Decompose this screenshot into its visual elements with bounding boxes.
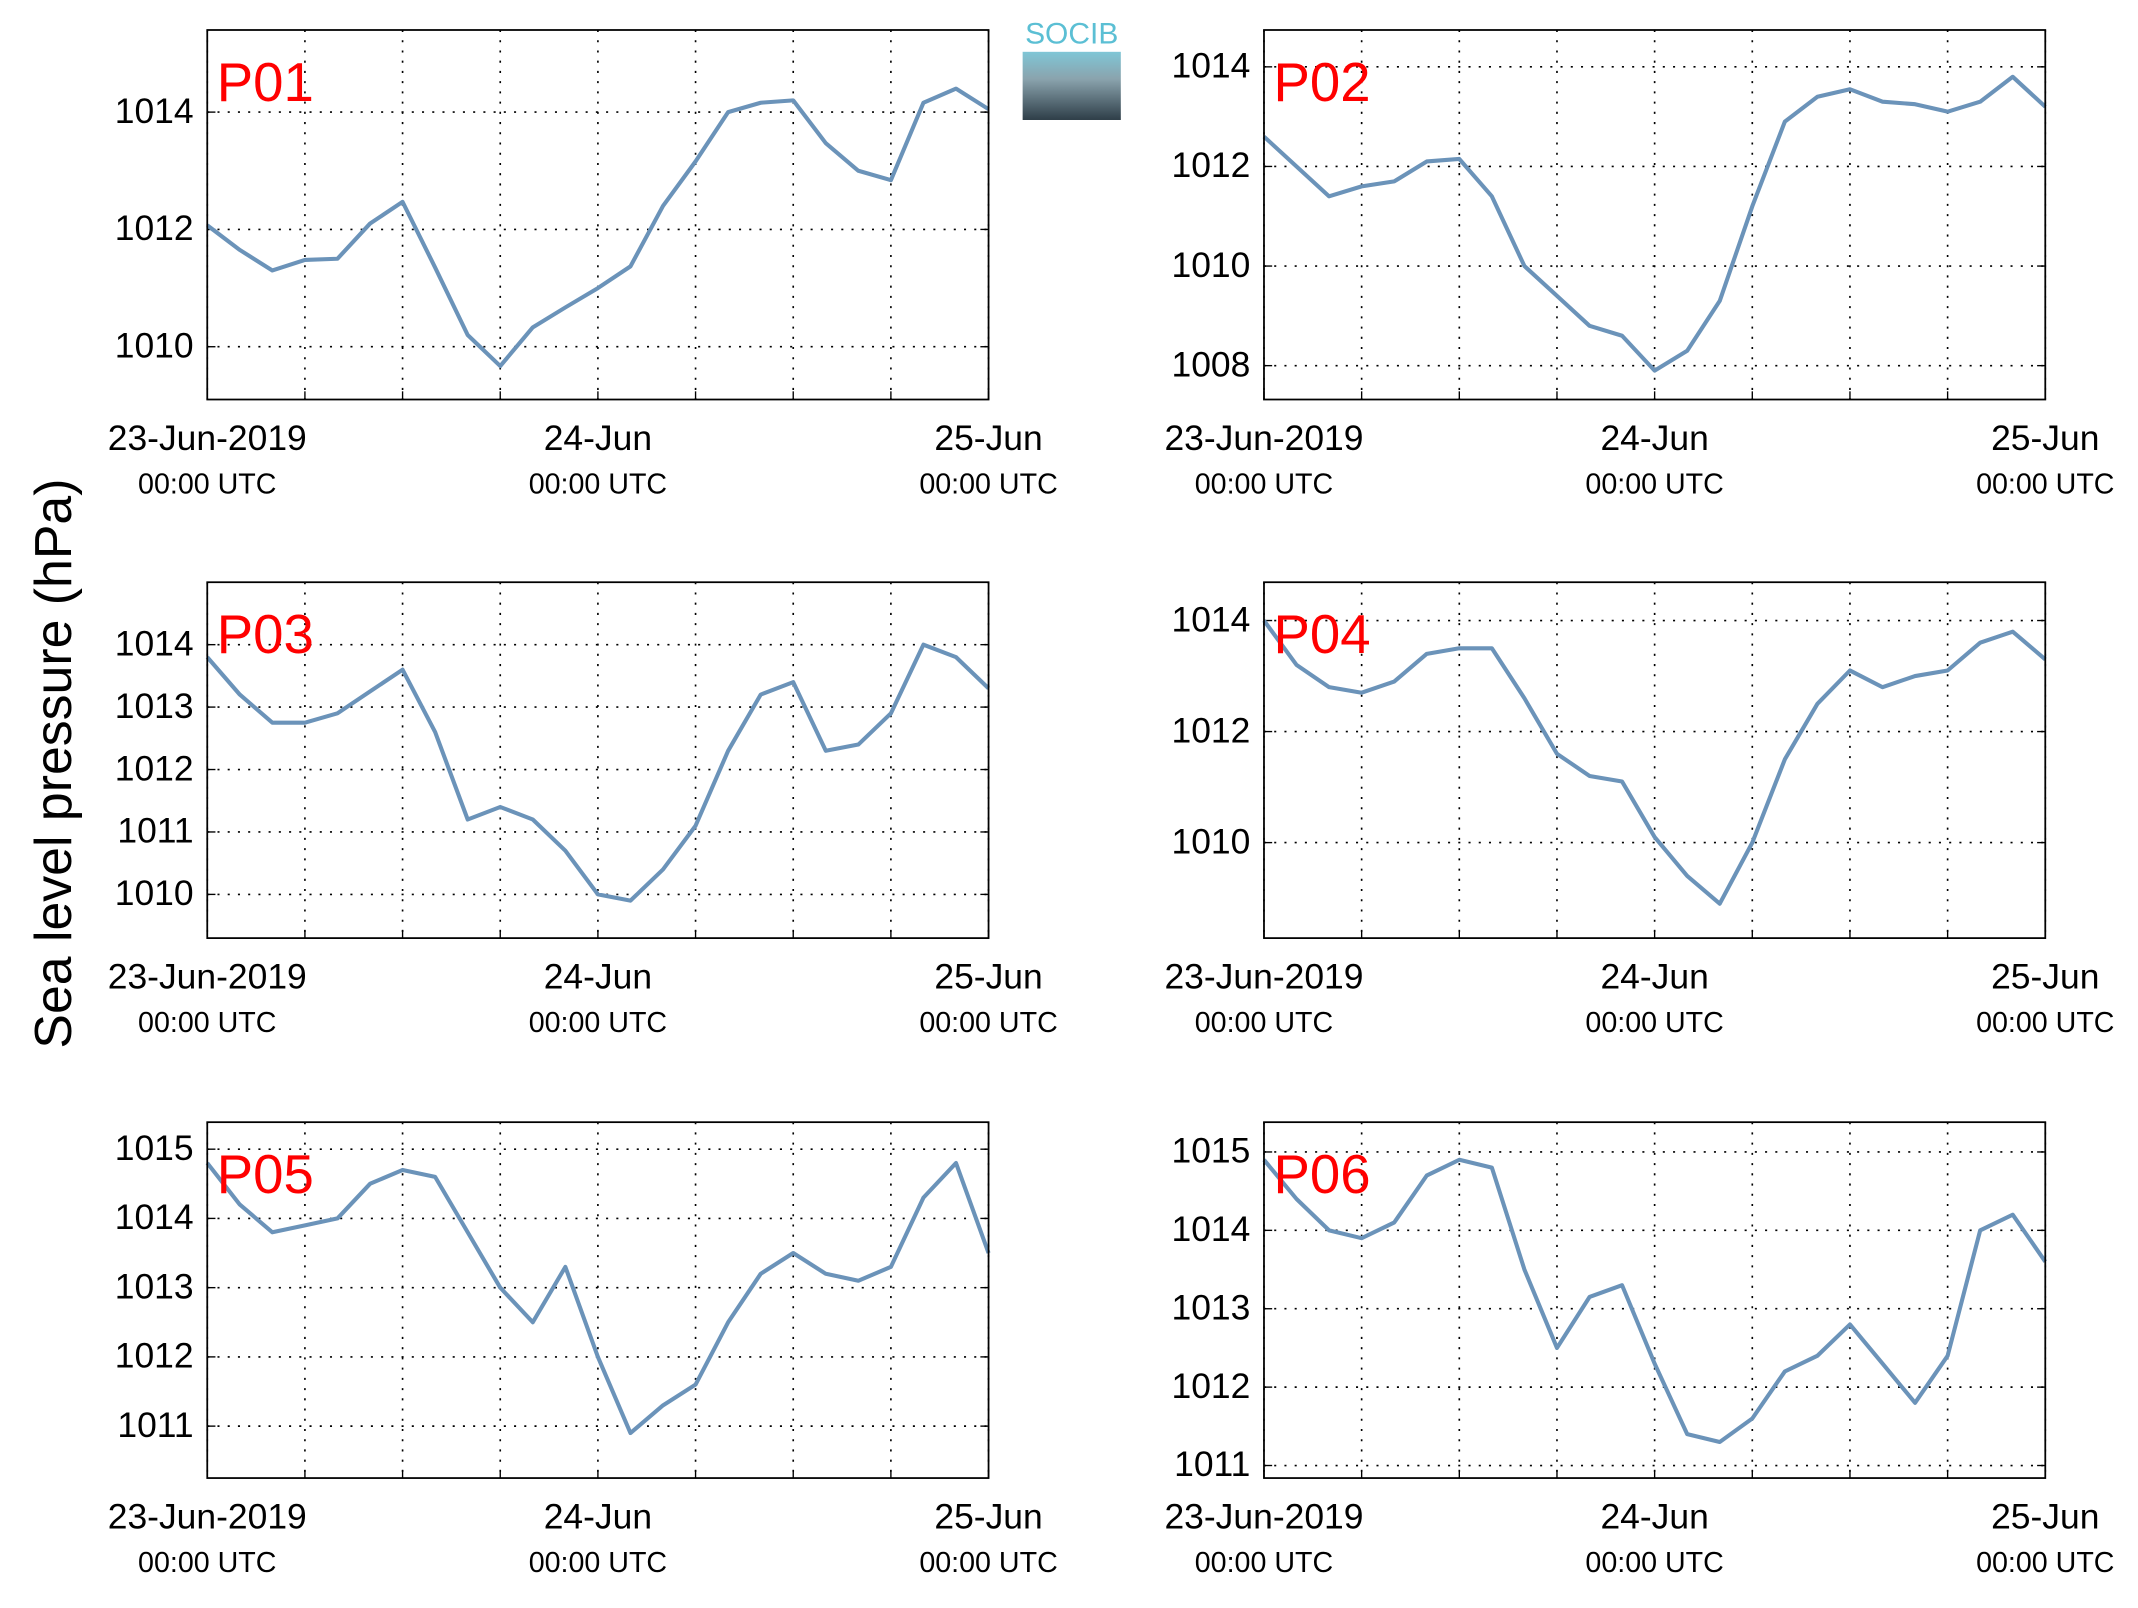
plot-frame: [206, 581, 990, 939]
x-tick-label: 25-Jun: [934, 957, 1042, 997]
y-tick-label: 1012: [1172, 710, 1251, 750]
x-tick-label: 24-Jun: [1600, 418, 1708, 458]
x-tick-label: 23-Jun-2019: [1164, 1497, 1363, 1537]
logo-box: [1022, 51, 1121, 120]
x-tick-label: 00:00 UTC: [1585, 1547, 1723, 1579]
data-line: [1262, 74, 2047, 373]
y-tick-label: 1008: [1172, 344, 1251, 384]
plot-frame: [1263, 1121, 2047, 1479]
x-tick-label: 00:00 UTC: [1195, 1547, 1333, 1579]
x-tick-label: 00:00 UTC: [919, 1547, 1057, 1579]
panel: 1008 1010 1012 1014 23-Jun-2019 00:00 UTC 24-J…: [1164, 29, 2114, 501]
panel-title: P05: [217, 1144, 314, 1205]
y-tick-label: 1010: [115, 325, 194, 365]
x-tick-label: 00:00 UTC: [1195, 1007, 1333, 1039]
panel: 1010 1011 1012 1013 1014 23-Jun-2019 00:00 UTC…: [108, 581, 1058, 1039]
data-line: [1262, 619, 2047, 906]
plot-frame: [1263, 581, 2047, 939]
panel-title: P04: [1274, 604, 1371, 665]
x-tick-label: 24-Jun: [544, 957, 652, 997]
y-tick-label: 1014: [1172, 1209, 1251, 1249]
y-tick-label: 1013: [115, 1266, 194, 1306]
y-tick-label: 1014: [115, 91, 194, 131]
y-tick-label: 1012: [1172, 145, 1251, 185]
x-tick-label: 00:00 UTC: [529, 1547, 667, 1579]
data-line: [1262, 1157, 2047, 1445]
panel-title: P01: [217, 52, 314, 113]
y-tick-label: 1013: [1172, 1287, 1251, 1327]
data-line: [206, 86, 990, 369]
panel: 1010 1012 1014 23-Jun-2019 00:00 UTC 24-Jun 00…: [1164, 581, 2114, 1039]
x-tick-label: 00:00 UTC: [138, 469, 276, 501]
x-tick-label: 00:00 UTC: [1585, 1007, 1723, 1039]
plot-frame: [206, 1121, 990, 1479]
y-tick-label: 1013: [115, 686, 194, 726]
x-tick-label: 00:00 UTC: [1976, 1547, 2114, 1579]
y-tick-label: 1010: [115, 873, 194, 913]
x-tick-label: 00:00 UTC: [529, 469, 667, 501]
panel-title: P02: [1274, 52, 1371, 113]
y-tick-label: 1014: [115, 1197, 194, 1237]
y-tick-label: 1014: [1172, 599, 1251, 639]
x-tick-label: 00:00 UTC: [919, 1007, 1057, 1039]
y-tick-label: 1010: [1172, 821, 1251, 861]
y-tick-label: 1012: [115, 748, 194, 788]
panel: 1011 1012 1013 1014 1015 23-Jun-2019 00:00 UTC…: [108, 1121, 1058, 1579]
y-tick-label: 1012: [115, 1336, 194, 1376]
x-tick-label: 24-Jun: [1600, 1497, 1708, 1537]
plot-frame: [206, 29, 990, 401]
logo: SOCIB: [1022, 18, 1121, 120]
data-line: [205, 642, 990, 903]
plot-area: [207, 582, 989, 939]
y-tick-label: 1012: [1172, 1366, 1251, 1406]
y-tick-label: 1012: [115, 208, 194, 248]
y-tick-label: 1011: [117, 811, 193, 851]
y-tick-label: 1014: [1172, 46, 1251, 86]
x-tick-label: 00:00 UTC: [1976, 1007, 2114, 1039]
panel-title: P06: [1274, 1144, 1371, 1205]
panel-title: P03: [217, 604, 314, 665]
panel: 1011 1012 1013 1014 1015 23-Jun-2019 00:00 UTC…: [1164, 1121, 2114, 1579]
plot-frame: [1263, 29, 2047, 401]
x-tick-label: 00:00 UTC: [1585, 469, 1723, 501]
x-tick-label: 00:00 UTC: [138, 1547, 276, 1579]
x-tick-label: 23-Jun-2019: [108, 1497, 307, 1537]
x-tick-label: 25-Jun: [934, 1497, 1042, 1537]
x-tick-label: 25-Jun: [1991, 1497, 2099, 1537]
logo-text: SOCIB: [1025, 18, 1118, 51]
x-tick-label: 25-Jun: [1991, 957, 2099, 997]
y-tick-label: 1014: [115, 623, 194, 663]
x-tick-label: 00:00 UTC: [919, 469, 1057, 501]
y-tick-label: 1010: [1172, 245, 1251, 285]
x-tick-label: 23-Jun-2019: [108, 957, 307, 997]
x-tick-label: 24-Jun: [544, 1497, 652, 1537]
x-tick-label: 00:00 UTC: [1976, 469, 2114, 501]
x-tick-label: 00:00 UTC: [138, 1007, 276, 1039]
plot-area: [1263, 582, 2046, 939]
x-tick-label: 25-Jun: [1991, 418, 2099, 458]
data-line: [205, 1160, 991, 1436]
x-tick-label: 23-Jun-2019: [1164, 957, 1363, 997]
y-tick-label: 1015: [1172, 1131, 1251, 1171]
x-tick-label: 25-Jun: [934, 418, 1042, 458]
plot-area: [1263, 1122, 2046, 1479]
plot-area: [207, 1122, 989, 1479]
x-tick-label: 00:00 UTC: [529, 1007, 667, 1039]
x-tick-label: 23-Jun-2019: [108, 418, 307, 458]
y-axis-label: Sea level pressure (hPa): [24, 479, 82, 1049]
x-tick-label: 24-Jun: [1600, 957, 1708, 997]
x-tick-label: 23-Jun-2019: [1164, 418, 1363, 458]
y-tick-label: 1011: [1174, 1444, 1250, 1484]
x-tick-label: 00:00 UTC: [1195, 469, 1333, 501]
y-tick-label: 1011: [117, 1405, 193, 1445]
y-tick-label: 1015: [115, 1128, 194, 1168]
panel: 1010 1012 1014 23-Jun-2019 00:00 UTC 24-Jun 00…: [108, 29, 1058, 501]
x-tick-label: 24-Jun: [544, 418, 652, 458]
